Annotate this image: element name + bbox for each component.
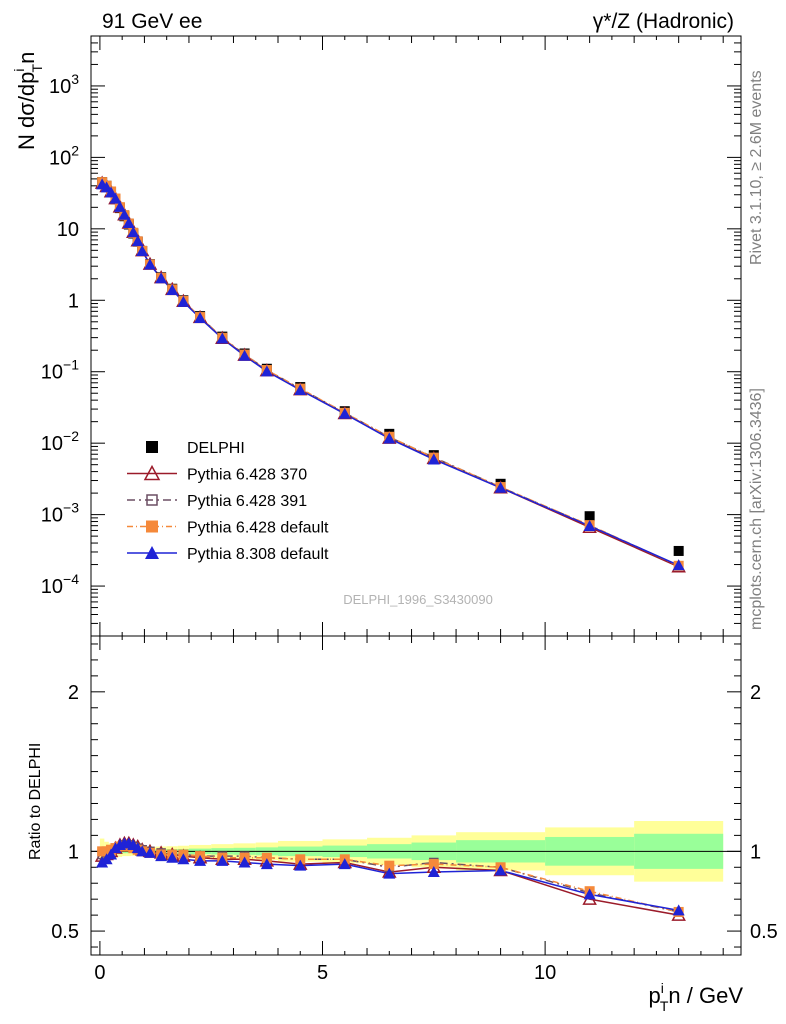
series-point bbox=[494, 481, 507, 493]
y-tick-label: 10−1 bbox=[41, 357, 79, 384]
series-point bbox=[143, 258, 156, 270]
series-point bbox=[136, 244, 149, 256]
y-tick-label: 10−2 bbox=[41, 428, 79, 455]
legend-marker bbox=[143, 464, 161, 481]
ratio-series-point bbox=[136, 845, 149, 857]
series-point bbox=[338, 407, 351, 419]
legend-label: Pythia 6.428 391 bbox=[187, 493, 307, 510]
series-point bbox=[122, 216, 135, 228]
series-point bbox=[127, 226, 140, 238]
series-point bbox=[177, 295, 190, 307]
y-tick-label: 10 bbox=[57, 219, 79, 241]
series-point bbox=[672, 559, 685, 571]
ratio-series-point bbox=[427, 866, 440, 878]
main-axis-ticks bbox=[91, 35, 741, 637]
legend-label: Pythia 6.428 370 bbox=[187, 467, 307, 484]
ratio-series-point bbox=[261, 852, 272, 863]
y-tick-label: 1 bbox=[68, 290, 79, 312]
tick-labels: 0 5 10 10−4 10−3 10−2 10−1 1 10 102 103 0.5 0.5 1 1 2 2 bbox=[41, 71, 778, 984]
series-point bbox=[194, 312, 207, 324]
series-point bbox=[238, 349, 251, 361]
ratio-series-point bbox=[338, 858, 351, 870]
data-point bbox=[584, 511, 595, 522]
ratio-panel-frame bbox=[90, 635, 742, 956]
legend-marker bbox=[146, 520, 158, 533]
series-point bbox=[166, 284, 179, 296]
series-point bbox=[383, 432, 396, 444]
ratio-series-point bbox=[428, 859, 439, 870]
ratio-series-point bbox=[166, 851, 179, 863]
series-point bbox=[109, 192, 122, 204]
series-point bbox=[105, 186, 118, 198]
x-tick-label: 5 bbox=[317, 962, 328, 984]
ratio-series-point bbox=[216, 854, 229, 866]
ratio-series-point bbox=[672, 904, 685, 916]
y-tick-label: 10−4 bbox=[41, 571, 79, 598]
series-point bbox=[427, 453, 440, 465]
y-tick-label: 103 bbox=[49, 71, 79, 98]
header-left: 91 GeV ee bbox=[102, 10, 202, 33]
series-point bbox=[583, 519, 596, 531]
x-tick-label: 0 bbox=[94, 962, 105, 984]
ratio-y-tick-label: 1 bbox=[68, 841, 79, 863]
series-point bbox=[260, 365, 273, 377]
series-point bbox=[131, 235, 144, 247]
x-axis-title: pi Tn / GeV bbox=[648, 980, 743, 1014]
series-point bbox=[294, 383, 307, 395]
legend-label: DELPHI bbox=[187, 440, 245, 457]
ratio-y-axis-title: Ratio to DELPHI bbox=[27, 743, 44, 860]
legend-marker bbox=[146, 441, 158, 453]
legend-marker bbox=[146, 494, 158, 506]
ratio-series-point bbox=[238, 856, 251, 868]
legend-label: Pythia 6.428 default bbox=[187, 520, 329, 537]
ratio-series-point bbox=[583, 888, 596, 900]
ratio-series-markers bbox=[94, 835, 686, 921]
series-point bbox=[155, 272, 168, 284]
ratio-series-point bbox=[294, 859, 307, 871]
main-series-markers bbox=[94, 175, 686, 573]
ratio-y-tick-label: 2 bbox=[68, 682, 79, 704]
analysis-label: DELPHI_1996_S3430090 bbox=[343, 592, 493, 607]
ratio-series-point bbox=[143, 846, 156, 858]
ratio-series-point bbox=[155, 850, 168, 862]
ratio-series-point bbox=[384, 860, 395, 871]
y-tick-label: 102 bbox=[49, 142, 79, 169]
legend-marker bbox=[145, 546, 159, 559]
ratio-series-point bbox=[177, 853, 190, 865]
ratio-y-tick-label-right: 2 bbox=[750, 682, 761, 704]
ratio-y-tick-label: 0.5 bbox=[51, 921, 79, 943]
header-right: γ*/Z (Hadronic) bbox=[593, 10, 734, 33]
data-point bbox=[673, 545, 684, 556]
series-point bbox=[118, 208, 131, 220]
x-tick-label: 10 bbox=[534, 962, 556, 984]
ratio-series-point bbox=[383, 867, 396, 879]
ratio-panel bbox=[90, 635, 742, 956]
series-point bbox=[216, 332, 229, 344]
mcplots-label: mcplots.cern.ch [arXiv:1306.3436] bbox=[748, 388, 765, 630]
ratio-axis-ticks bbox=[91, 636, 741, 955]
ratio-series-point bbox=[260, 858, 273, 870]
ratio-series-point bbox=[295, 854, 306, 865]
main-panel bbox=[90, 35, 742, 637]
main-y-axis-title: N dσ/dpi Tn bbox=[11, 52, 45, 150]
legend: DELPHI Pythia 6.428 370 Pythia 6.428 391 Py… bbox=[127, 440, 329, 563]
ratio-series-point bbox=[105, 848, 118, 860]
rivet-label: Rivet 3.1.10, ≥ 2.6M events bbox=[748, 70, 765, 265]
series-point bbox=[113, 200, 126, 212]
ratio-y-tick-label-right: 1 bbox=[750, 841, 761, 863]
ratio-y-tick-label-right: 0.5 bbox=[750, 921, 778, 943]
y-tick-label: 10−3 bbox=[41, 500, 79, 527]
ratio-series-point bbox=[494, 864, 507, 876]
legend-label: Pythia 8.308 default bbox=[187, 546, 329, 563]
ratio-series-point bbox=[194, 854, 207, 866]
